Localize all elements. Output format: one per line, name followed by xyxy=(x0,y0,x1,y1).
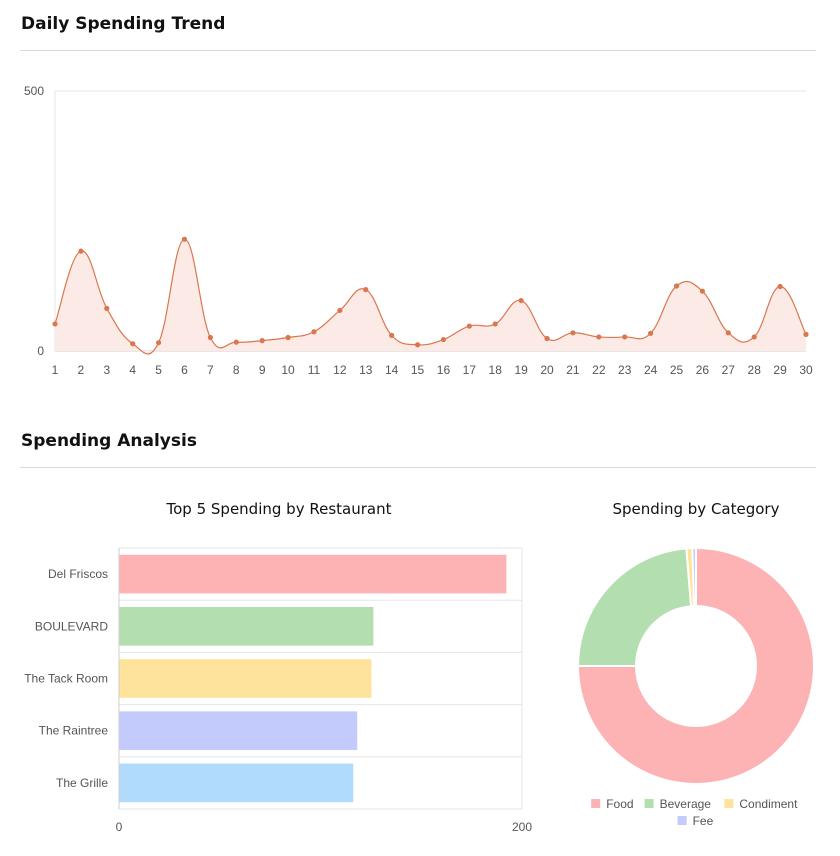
x-tick-label: 23 xyxy=(618,363,632,377)
x-tick-label: 24 xyxy=(644,363,658,377)
data-point xyxy=(337,307,343,314)
data-point xyxy=(181,236,188,242)
daily-spending-trend-heading: Daily Spending Trend xyxy=(21,14,226,34)
data-point xyxy=(466,323,472,329)
bar xyxy=(119,554,507,594)
x-tick-label: 28 xyxy=(748,363,762,377)
data-point xyxy=(622,334,628,340)
x-tick-label: 10 xyxy=(281,363,295,377)
x-tick-label: 13 xyxy=(359,363,373,377)
data-point xyxy=(414,342,421,348)
x-tick-label: 3 xyxy=(103,363,110,377)
x-tick-label: 11 xyxy=(308,363,321,377)
x-tick-label: 17 xyxy=(463,363,477,377)
data-point xyxy=(803,331,809,337)
x-tick-label: 2 xyxy=(78,363,85,377)
x-tick-label: 20 xyxy=(540,363,554,377)
legend-swatch xyxy=(677,816,687,825)
x-tick-label: 27 xyxy=(722,363,736,377)
data-point xyxy=(725,330,731,336)
data-point xyxy=(363,287,369,293)
legend-swatch xyxy=(644,799,654,808)
legend-swatch xyxy=(724,799,734,808)
data-point xyxy=(777,283,783,290)
x-tick-label: 1 xyxy=(52,363,59,377)
section-divider xyxy=(20,50,816,51)
x-tick-label: 8 xyxy=(233,363,240,377)
x-tick-label: 200 xyxy=(512,820,532,834)
data-point xyxy=(570,330,576,336)
x-tick-label: 18 xyxy=(489,363,503,377)
legend-label: Fee xyxy=(693,814,714,828)
x-tick-label: 0 xyxy=(116,820,123,834)
x-tick-label: 6 xyxy=(181,363,188,377)
data-point xyxy=(233,339,239,345)
data-point xyxy=(52,321,58,327)
restaurant-bar-chart: Top 5 Spending by Restaurant Del Friscos… xyxy=(24,500,532,834)
data-point xyxy=(130,341,136,347)
data-point xyxy=(440,336,447,343)
x-tick-label: 5 xyxy=(155,363,162,377)
data-point xyxy=(544,335,550,342)
pie-slice xyxy=(691,546,697,608)
x-tick-label: 14 xyxy=(385,363,399,377)
legend-swatch xyxy=(591,799,601,808)
data-point xyxy=(155,340,162,346)
legend-label: Beverage xyxy=(660,797,712,811)
x-tick-label: 19 xyxy=(514,363,528,377)
x-tick-label: 25 xyxy=(670,363,684,377)
x-tick-label: 9 xyxy=(259,363,266,377)
line-area-fill xyxy=(55,239,806,355)
data-point xyxy=(492,321,498,327)
pie-slice xyxy=(576,546,815,785)
x-tick-label: 16 xyxy=(437,363,451,377)
spending-analysis-heading: Spending Analysis xyxy=(21,431,197,451)
bar xyxy=(119,659,372,698)
category-label: BOULEVARD xyxy=(35,619,108,633)
x-tick-label: 12 xyxy=(333,363,347,377)
data-point xyxy=(751,334,757,340)
data-point xyxy=(673,283,680,289)
pie-chart-title: Spending by Category xyxy=(613,500,780,518)
category-label: The Tack Room xyxy=(24,672,108,686)
y-tick-label: 500 xyxy=(24,84,44,98)
x-tick-label: 15 xyxy=(411,363,425,377)
legend-label: Condiment xyxy=(739,797,798,811)
legend-label: Food xyxy=(606,797,633,811)
data-point xyxy=(285,334,291,341)
x-tick-label: 29 xyxy=(773,363,787,377)
category-label: The Raintree xyxy=(39,724,109,738)
category-label: The Grille xyxy=(56,776,108,790)
x-tick-label: 4 xyxy=(129,363,136,377)
bar xyxy=(119,606,374,646)
x-tick-label: 22 xyxy=(592,363,606,377)
y-tick-label: 0 xyxy=(37,344,44,358)
category-doughnut-chart: Spending by Category Food Beverage Condime… xyxy=(576,500,815,828)
category-label: Del Friscos xyxy=(48,567,108,581)
data-point xyxy=(389,332,395,338)
data-point xyxy=(648,330,654,336)
x-tick-label: 26 xyxy=(696,363,710,377)
data-point xyxy=(518,297,524,304)
bar xyxy=(119,763,354,803)
x-tick-label: 21 xyxy=(566,363,580,377)
data-point xyxy=(207,334,213,341)
data-point xyxy=(311,329,317,335)
x-tick-label: 30 xyxy=(799,363,813,377)
pie-slice xyxy=(576,547,693,667)
data-point xyxy=(104,305,110,311)
data-point xyxy=(259,338,265,344)
section-divider xyxy=(20,467,816,468)
data-point xyxy=(596,334,602,340)
data-point xyxy=(699,288,706,294)
x-tick-label: 7 xyxy=(207,363,214,377)
data-point xyxy=(78,248,84,254)
bar xyxy=(119,711,358,751)
bar-chart-title: Top 5 Spending by Restaurant xyxy=(166,500,392,518)
